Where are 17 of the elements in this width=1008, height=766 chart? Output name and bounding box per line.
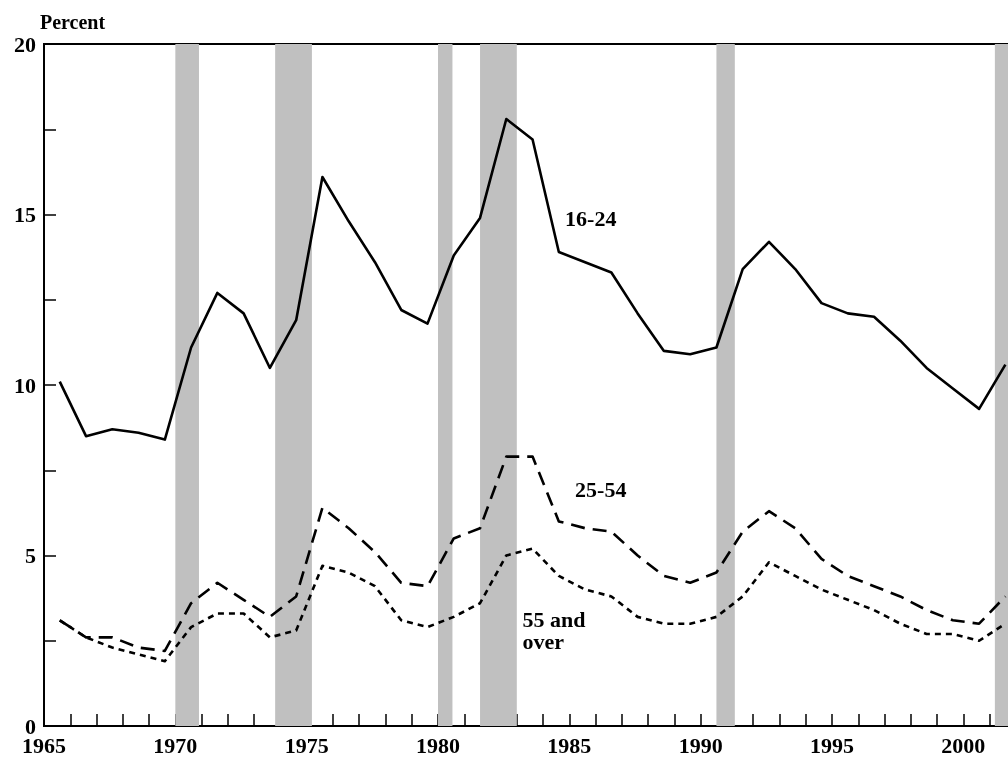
- x-tick-label: 1980: [416, 732, 461, 758]
- y-tick-label: 5: [25, 543, 36, 568]
- x-tick-label: 2000: [941, 732, 986, 758]
- series-label: 25-54: [575, 476, 627, 502]
- y-axis-title: Percent: [40, 11, 106, 33]
- x-tick-label: 1990: [678, 732, 723, 758]
- y-tick-label: 20: [14, 31, 36, 57]
- x-tick-label: 1985: [547, 732, 592, 758]
- y-tick-label: 0: [25, 713, 36, 739]
- x-tick-label: 1975: [284, 732, 329, 758]
- y-tick-label: 10: [14, 372, 36, 398]
- x-tick-label: 1970: [153, 732, 198, 758]
- series-label: 55 and over: [522, 607, 586, 655]
- line-series: [58, 117, 1007, 441]
- y-tick-label: 15: [14, 202, 36, 227]
- x-tick-label: 1995: [810, 732, 855, 758]
- series-label: 16-24: [565, 205, 617, 231]
